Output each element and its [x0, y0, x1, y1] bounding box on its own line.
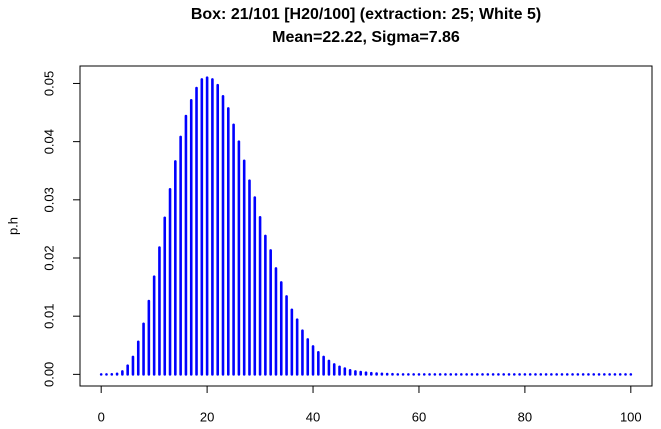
x-tick-label: 80	[518, 409, 532, 424]
y-tick-label: 0.03	[41, 187, 56, 212]
y-tick-label: 0.05	[41, 71, 56, 96]
y-axis-label: p.h	[5, 217, 20, 235]
y-tick-label: 0.00	[41, 362, 56, 387]
y-tick-label: 0.04	[41, 129, 56, 154]
x-tick-label: 40	[306, 409, 320, 424]
x-tick-label: 60	[412, 409, 426, 424]
x-tick-label: 0	[98, 409, 105, 424]
y-tick-label: 0.01	[41, 304, 56, 329]
y-tick-label: 0.02	[41, 245, 56, 270]
x-tick-label: 20	[200, 409, 214, 424]
x-tick-label: 100	[620, 409, 642, 424]
chart-subtitle: Mean=22.22, Sigma=7.86	[272, 29, 460, 46]
plot-frame	[79, 65, 653, 387]
chart-title: Box: 21/101 [H20/100] (extraction: 25; W…	[191, 6, 541, 23]
